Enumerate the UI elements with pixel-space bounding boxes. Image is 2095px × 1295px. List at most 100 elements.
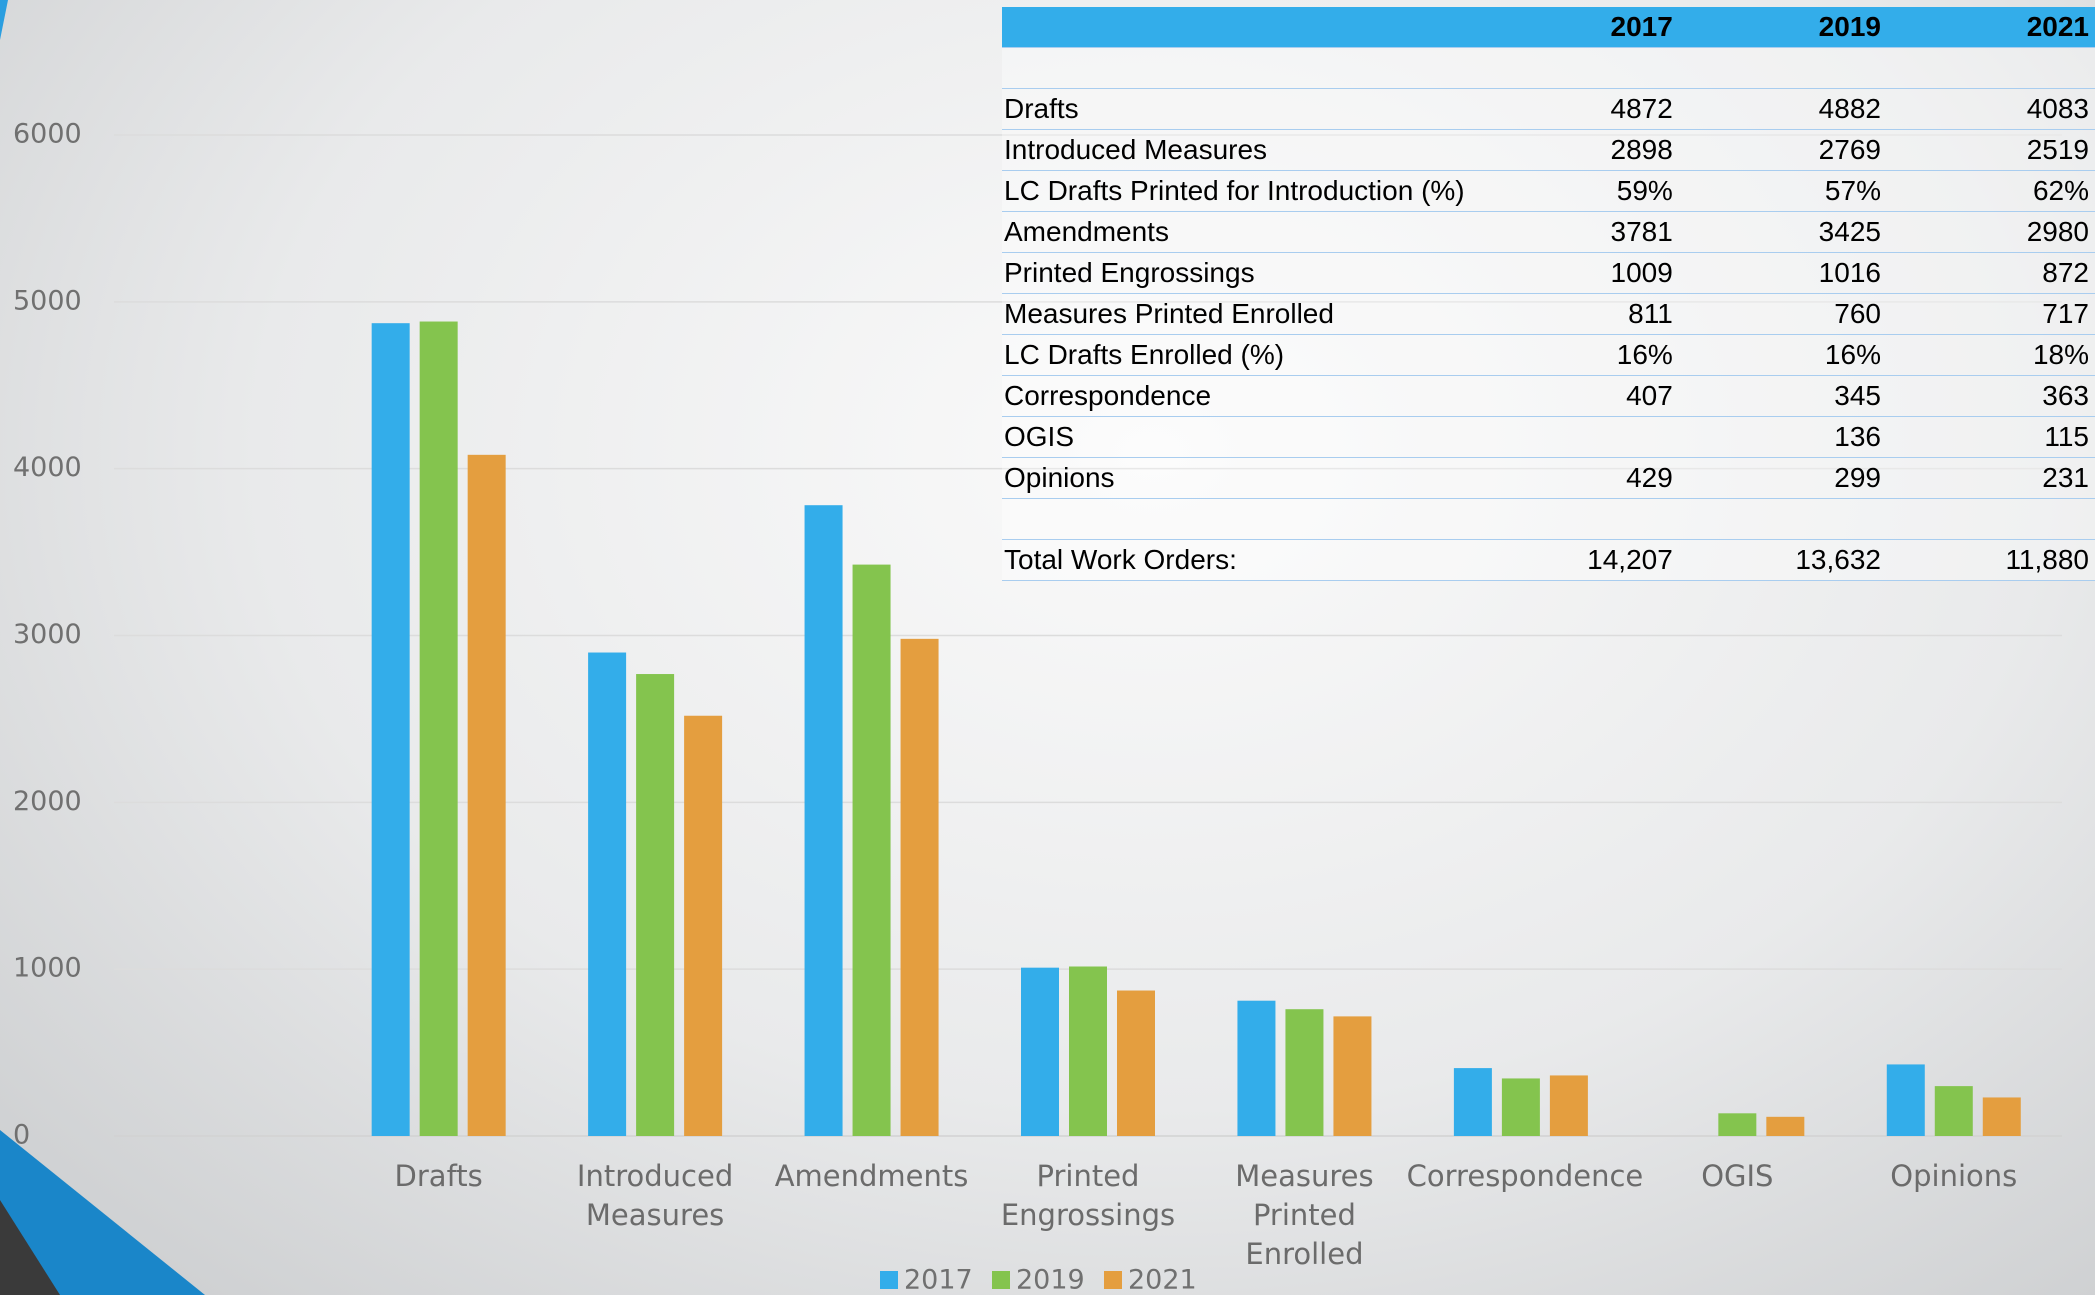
table-cell: 13,632 bbox=[1678, 539, 1887, 581]
table-cell: Opinions bbox=[1002, 457, 1471, 499]
legend-label: 2019 bbox=[1016, 1265, 1085, 1295]
table-cell: 717 bbox=[1886, 293, 2095, 335]
table-cell: 3425 bbox=[1678, 211, 1887, 253]
bar bbox=[900, 638, 939, 1136]
table-cell: LC Drafts Enrolled (%) bbox=[1002, 334, 1471, 376]
legend-swatch bbox=[992, 1271, 1010, 1289]
table-row: Correspondence 407 345 363 bbox=[1002, 375, 2095, 417]
table-cell: 4882 bbox=[1678, 88, 1887, 130]
bar bbox=[1021, 967, 1059, 1136]
bar bbox=[1766, 1116, 1805, 1136]
table-cell: 4083 bbox=[1886, 88, 2095, 130]
table-cell: 62% bbox=[1886, 170, 2095, 212]
table-cell: 407 bbox=[1470, 375, 1679, 417]
table-row: Introduced Measures 2898 2769 2519 bbox=[1002, 129, 2095, 171]
table-cell: 57% bbox=[1678, 170, 1887, 212]
table-cell: Drafts bbox=[1002, 88, 1471, 130]
table-cell bbox=[1470, 47, 1679, 89]
table-row: Measures Printed Enrolled 811 760 717 bbox=[1002, 293, 2095, 335]
legend-swatch bbox=[1104, 1271, 1122, 1289]
table-cell: 2769 bbox=[1678, 129, 1887, 171]
x-tick-label: Measures Printed Enrolled bbox=[1235, 1159, 1374, 1271]
table-cell: 1009 bbox=[1470, 252, 1679, 294]
table-cell: OGIS bbox=[1002, 416, 1471, 458]
decoration bbox=[0, 1200, 60, 1295]
y-tick-label: 6000 bbox=[13, 119, 82, 150]
table-row: OGIS 136 115 bbox=[1002, 416, 2095, 458]
table-cell bbox=[1002, 47, 1471, 89]
table-header: 2019 bbox=[1678, 7, 1887, 48]
table-row: Opinions 429 299 231 bbox=[1002, 457, 2095, 499]
table-cell: 3781 bbox=[1470, 211, 1679, 253]
table-header: 2021 bbox=[1886, 7, 2095, 48]
decoration bbox=[0, 0, 8, 40]
bar bbox=[1069, 966, 1107, 1136]
bar bbox=[684, 715, 723, 1136]
table-cell bbox=[1002, 498, 1471, 540]
bar bbox=[1718, 1113, 1757, 1136]
legend-label: 2021 bbox=[1128, 1265, 1197, 1295]
table-cell: 231 bbox=[1886, 457, 2095, 499]
table-cell: 2519 bbox=[1886, 129, 2095, 171]
bar bbox=[1886, 1064, 1925, 1136]
bar bbox=[1333, 1016, 1372, 1136]
table-cell bbox=[1678, 47, 1887, 89]
table-cell: Correspondence bbox=[1002, 375, 1471, 417]
table-cell: 59% bbox=[1470, 170, 1679, 212]
table-row: Drafts 4872 4882 4083 bbox=[1002, 88, 2095, 130]
bar bbox=[636, 674, 675, 1136]
table-cell: 136 bbox=[1678, 416, 1887, 458]
bar bbox=[371, 323, 410, 1136]
table-cell: 872 bbox=[1886, 252, 2095, 294]
table-cell: 1016 bbox=[1678, 252, 1887, 294]
table-cell: 299 bbox=[1678, 457, 1887, 499]
y-tick-label: 3000 bbox=[13, 619, 82, 650]
table-cell: 16% bbox=[1470, 334, 1679, 376]
bar bbox=[1453, 1068, 1492, 1136]
table-cell: 11,880 bbox=[1886, 539, 2095, 581]
bar bbox=[1285, 1009, 1324, 1136]
x-tick-label: OGIS bbox=[1701, 1159, 1774, 1193]
bar bbox=[1934, 1086, 1973, 1136]
bar bbox=[1501, 1078, 1540, 1136]
table-row: Printed Engrossings 1009 1016 872 bbox=[1002, 252, 2095, 294]
table-cell: 16% bbox=[1678, 334, 1887, 376]
table-cell bbox=[1470, 498, 1679, 540]
table-row: Amendments 3781 3425 2980 bbox=[1002, 211, 2095, 253]
table-cell: 4872 bbox=[1470, 88, 1679, 130]
table-cell: 2980 bbox=[1886, 211, 2095, 253]
legend-label: 2017 bbox=[904, 1265, 973, 1295]
table-cell: 14,207 bbox=[1470, 539, 1679, 581]
table-cell: Amendments bbox=[1002, 211, 1471, 253]
table-cell: 18% bbox=[1886, 334, 2095, 376]
table-row bbox=[1002, 498, 2095, 540]
table-row: Total Work Orders: 14,207 13,632 11,880 bbox=[1002, 539, 2095, 581]
table-cell bbox=[1678, 498, 1887, 540]
table-cell: 363 bbox=[1886, 375, 2095, 417]
bar bbox=[804, 505, 843, 1137]
table-row: LC Drafts Enrolled (%) 16% 16% 18% bbox=[1002, 334, 2095, 376]
y-tick-label: 0 bbox=[13, 1120, 30, 1151]
table-cell bbox=[1470, 416, 1679, 458]
legend-swatch bbox=[880, 1271, 898, 1289]
bar bbox=[588, 652, 627, 1136]
bar bbox=[467, 454, 506, 1137]
table-cell: 345 bbox=[1678, 375, 1887, 417]
table-cell: Printed Engrossings bbox=[1002, 252, 1471, 294]
bar bbox=[419, 321, 458, 1136]
table-cell: 429 bbox=[1470, 457, 1679, 499]
data-table: 2017 2019 2021 Drafts 4872 4882 4083 Introduced… bbox=[1002, 7, 2095, 581]
table-cell: Introduced Measures bbox=[1002, 129, 1471, 171]
x-tick-label: Drafts bbox=[394, 1159, 483, 1193]
y-tick-label: 5000 bbox=[13, 285, 82, 316]
x-tick-label: Printed Engrossings bbox=[1000, 1159, 1176, 1232]
table-row: 2017 2019 2021 bbox=[1002, 7, 2095, 48]
table-cell bbox=[1002, 7, 1471, 48]
table-row: LC Drafts Printed for Introduction (%) 59… bbox=[1002, 170, 2095, 212]
x-tick-label: Opinions bbox=[1890, 1159, 2018, 1193]
x-tick-label: Amendments bbox=[774, 1159, 969, 1193]
table-cell: Total Work Orders: bbox=[1002, 539, 1471, 581]
y-tick-label: 2000 bbox=[13, 786, 82, 817]
